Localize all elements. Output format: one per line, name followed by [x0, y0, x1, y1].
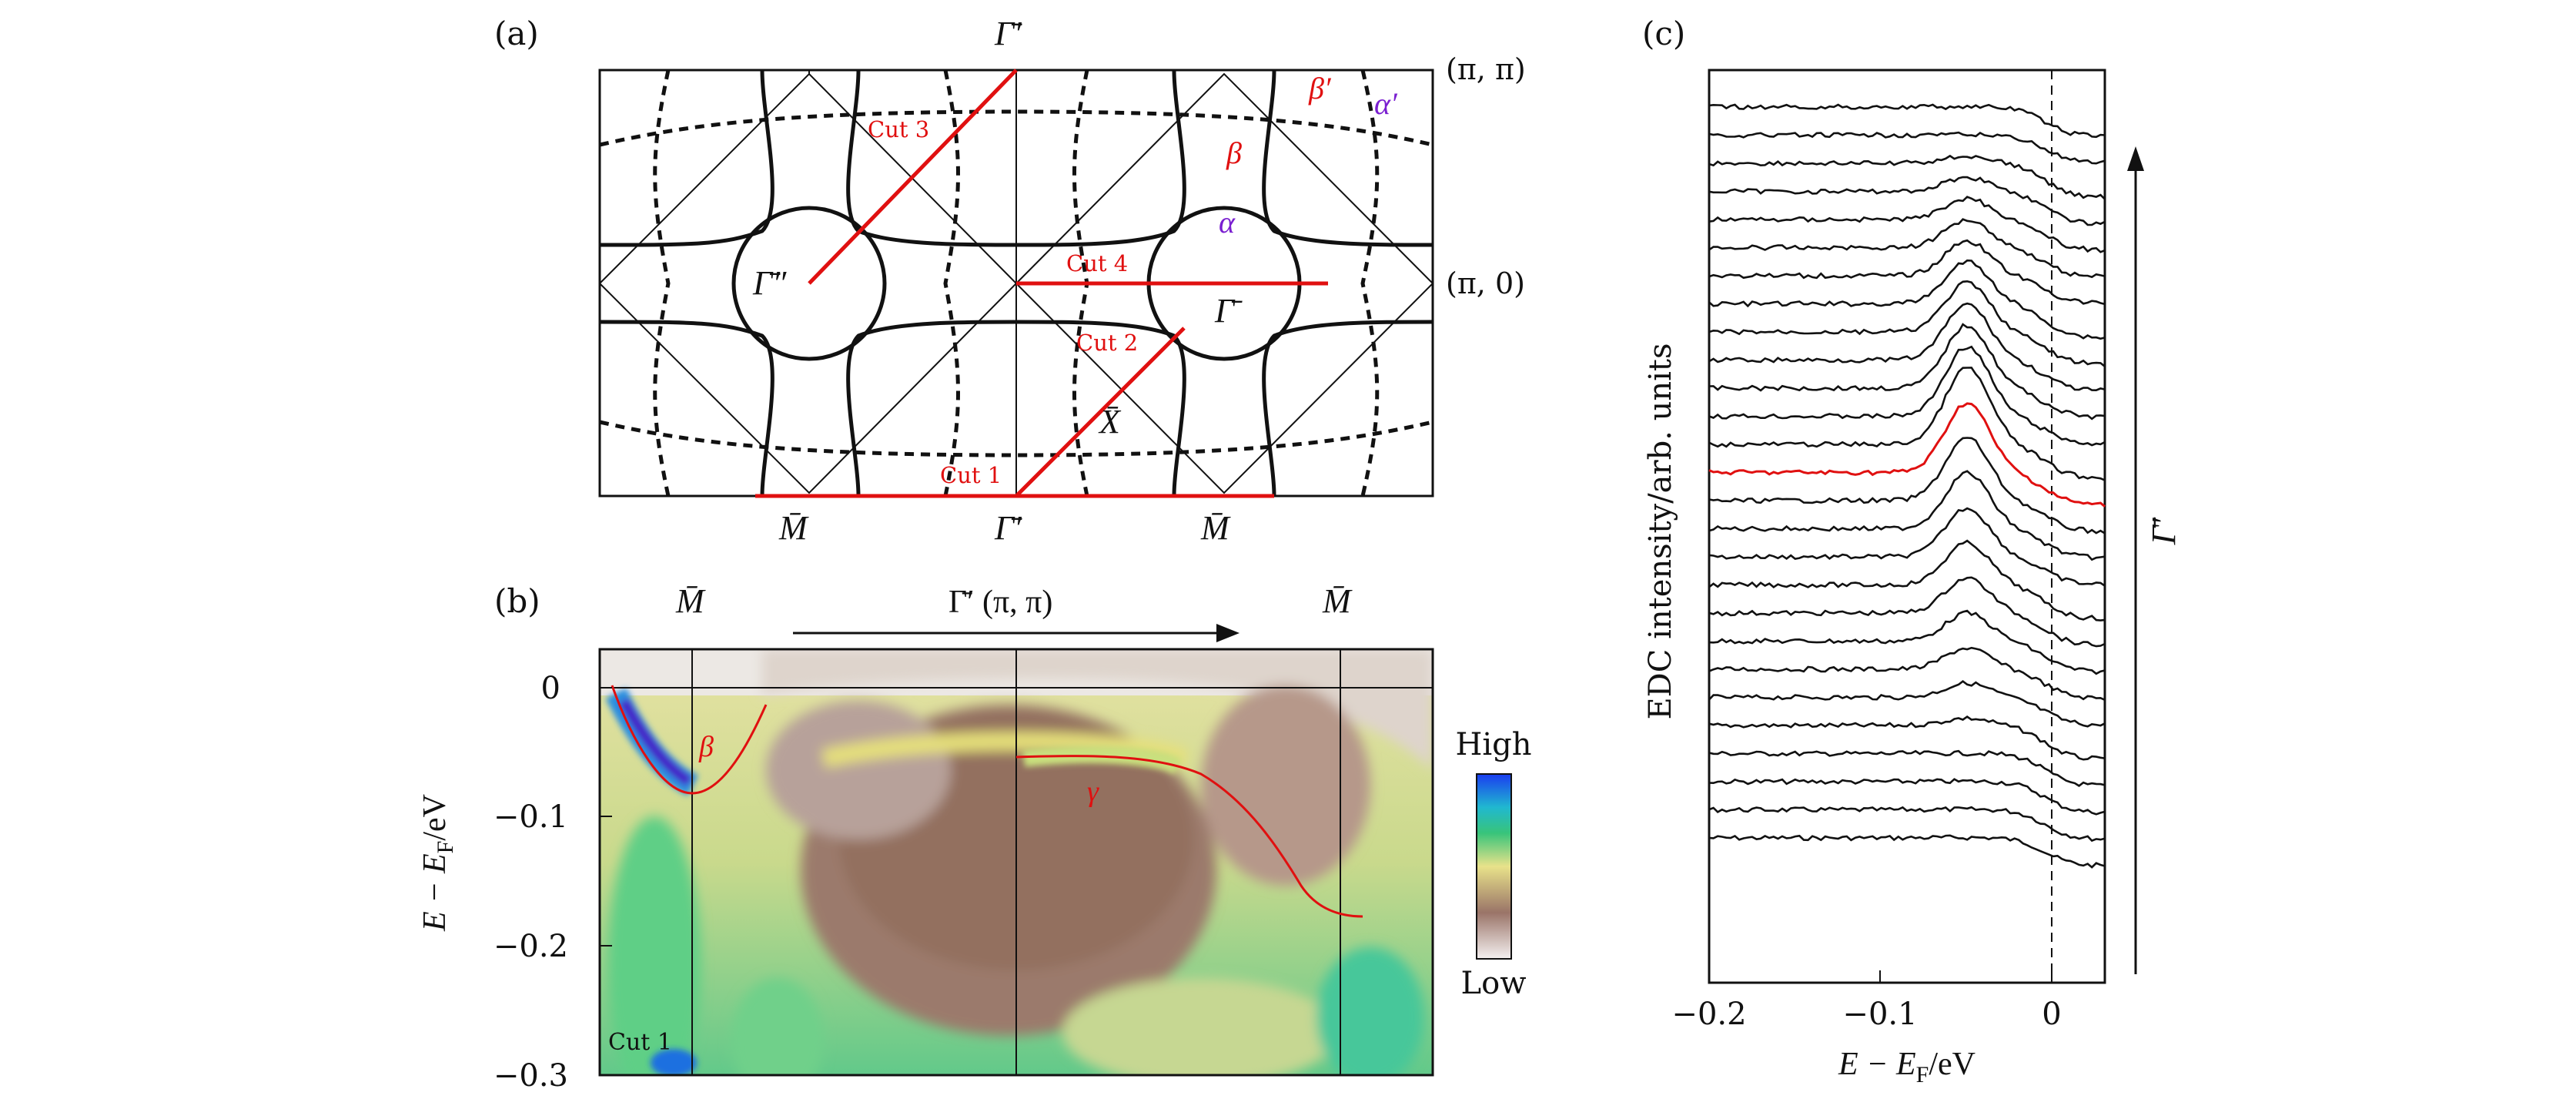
edc-curve [1708, 834, 2106, 869]
edc-curve [1708, 154, 2106, 200]
x-tick-0: −0.2 [1671, 997, 1746, 1032]
gamma-prime-bottom: Γ̄′ [994, 509, 1022, 547]
panel-c-edc-stack: (c) −0.2 −0.1 0 E − EF/eV EDC intensity/… [1642, 15, 2183, 1087]
gamma-double-prime: Γ̄″ [752, 264, 787, 302]
gamma-direction-arrowhead [2127, 146, 2144, 171]
cut-4-label: Cut 4 [1066, 250, 1128, 276]
edc-curve [1708, 323, 2106, 421]
y-ticks [600, 687, 612, 1076]
panel-a-label: (a) [494, 15, 539, 52]
alpha-pocket-left [731, 206, 887, 361]
x-tick-1: −0.1 [1842, 997, 1917, 1032]
y-tick-1: −0.1 [493, 799, 568, 835]
m-point-left: M̄ [778, 509, 809, 547]
edc-curve [1708, 437, 2106, 534]
edc-curve-highlighted [1708, 402, 2106, 508]
gamma-prime-top: Γ̄′ [994, 15, 1022, 52]
edc-curve [1708, 280, 2106, 367]
band-beta-prime-label: β′ [1308, 71, 1332, 106]
y-tick-0: 0 [541, 671, 560, 706]
m-point-right: M̄ [1200, 509, 1231, 547]
edc-curve [1708, 646, 2106, 701]
edc-curve [1708, 259, 2106, 340]
edc-curve [1708, 507, 2106, 587]
edc-curve [1708, 302, 2106, 392]
gamma-band-label: γ [1087, 776, 1099, 808]
panel-c-xlabel: E − EF/eV [1838, 1047, 1975, 1087]
edc-curve [1708, 176, 2106, 226]
m-label-right: M̄ [1322, 582, 1353, 620]
beta-prime-pocket-lines [599, 69, 1434, 497]
edc-curve [1708, 196, 2106, 253]
x-ticks [1708, 970, 2052, 983]
cut-lines [755, 69, 1328, 498]
beta-dispersion [611, 685, 768, 795]
edc-curve [1708, 345, 2106, 447]
m-label-left: M̄ [675, 582, 706, 620]
panel-a-fermi-surface: (a) [494, 15, 1526, 547]
panel-c-ylabel: EDC intensity/arb. units [1643, 343, 1678, 719]
cut-1-map-label: Cut 1 [608, 1029, 672, 1056]
panel-b-label: (b) [494, 582, 540, 620]
gamma-prime-label: Γ̄′ (π, π) [948, 585, 1052, 620]
edc-curve [1708, 778, 2106, 816]
band-beta-label: β [1226, 136, 1242, 170]
cut-3-line [808, 69, 1018, 285]
y-tick-2: −0.2 [493, 929, 568, 964]
edc-curve [1708, 576, 2106, 648]
colorbar [1476, 773, 1512, 960]
x-tick-2: 0 [2042, 997, 2061, 1032]
edc-curve [1708, 103, 2106, 139]
band-alpha-prime-label: α′ [1374, 86, 1398, 121]
edc-curve [1708, 239, 2106, 306]
edc-curves [1708, 103, 2106, 869]
cut-1-label: Cut 1 [940, 462, 1002, 488]
gamma-point: Γ̄ [1214, 292, 1243, 330]
panel-c-gamma-label: Γ̄′ [2145, 517, 2183, 545]
edc-curve [1708, 715, 2106, 761]
direction-arrowhead [1216, 624, 1239, 642]
edc-curve [1708, 470, 2106, 561]
panel-c-frame [1708, 69, 2106, 984]
edc-curve [1708, 679, 2106, 728]
cut-2-label: Cut 2 [1076, 330, 1138, 356]
edc-curve [1708, 367, 2106, 481]
band-alpha-label: α [1219, 205, 1236, 240]
beta-band-label: β [698, 731, 714, 763]
y-tick-3: −0.3 [493, 1058, 568, 1094]
edc-curve [1708, 131, 2106, 165]
x-point: X̄ [1098, 403, 1122, 441]
gamma-dispersion [1015, 755, 1363, 918]
colorbar-high-label: High [1455, 727, 1531, 762]
panel-b-arpes-intensity: (b) M̄ M̄ Γ̄′ (π, π) [417, 582, 1532, 1094]
edc-curve [1708, 609, 2106, 675]
cut-2-line [1015, 327, 1186, 498]
edc-curve [1708, 749, 2106, 787]
panel-b-ylabel: E − EF/eV [417, 794, 458, 932]
beta-pocket-lines [599, 69, 1434, 497]
edc-curve [1708, 218, 2106, 279]
edc-curve [1708, 539, 2106, 622]
cut-3-label: Cut 3 [868, 116, 929, 142]
label-pi-pi: (π, π) [1446, 52, 1526, 86]
edc-curve [1708, 806, 2106, 843]
label-pi-0: (π, 0) [1446, 266, 1525, 300]
colorbar-low-label: Low [1461, 966, 1527, 1001]
panel-c-label: (c) [1642, 15, 1685, 52]
